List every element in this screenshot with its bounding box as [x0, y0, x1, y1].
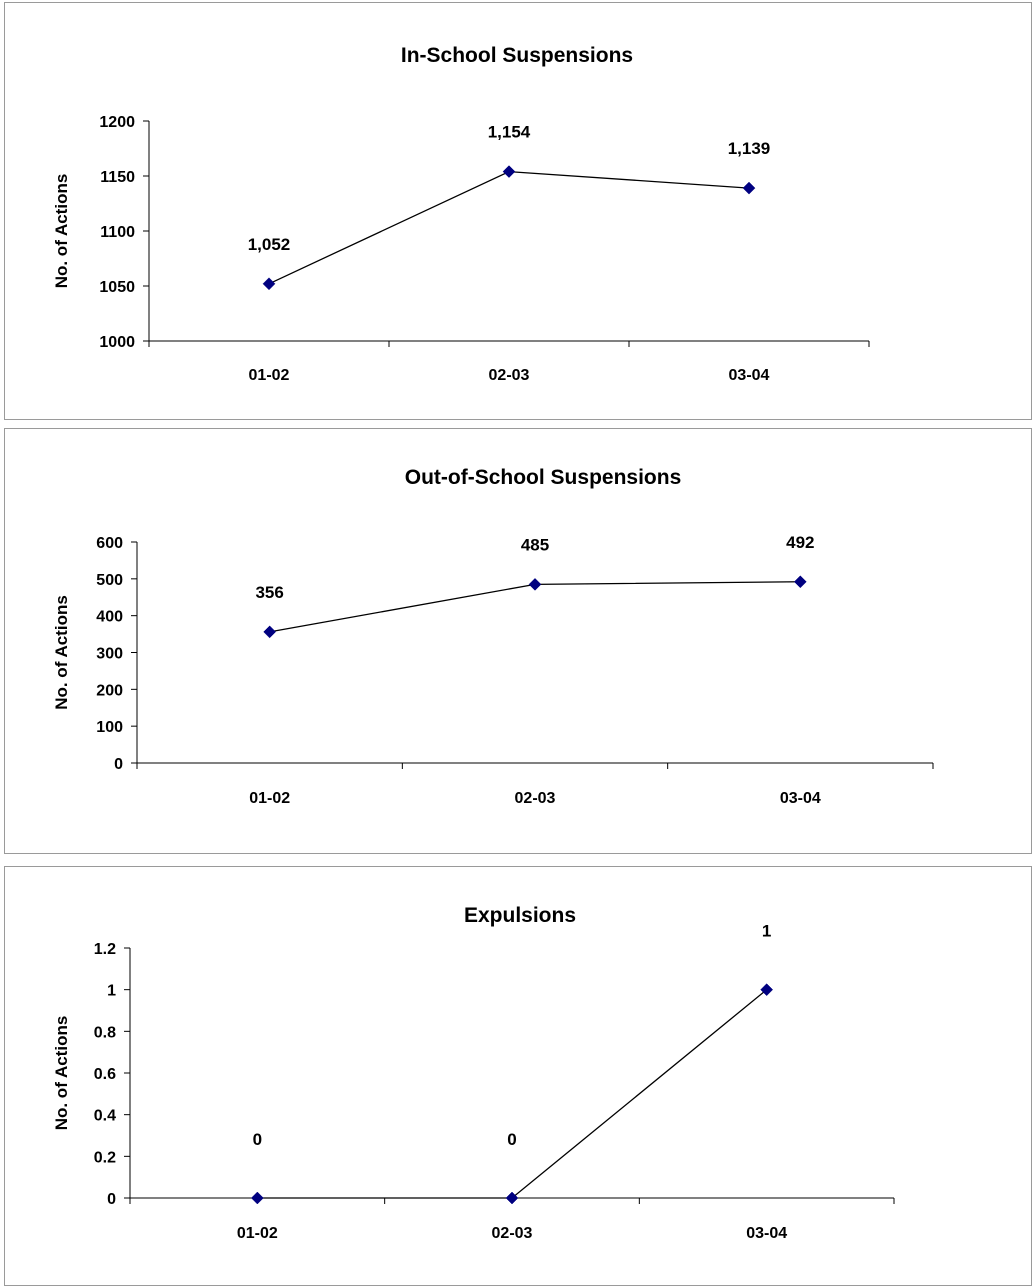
chart-title: Expulsions — [464, 904, 576, 927]
chart-out-of-school-suspensions: Out-of-School Suspensions No. of Actions 0… — [52, 466, 934, 807]
x-tick-label: 03-04 — [780, 790, 821, 807]
series-line — [268, 170, 750, 285]
y-tick-label: 1100 — [100, 224, 135, 241]
data-point-marker — [760, 983, 774, 997]
y-tick-label: 400 — [96, 609, 123, 626]
data-label: 1 — [762, 922, 771, 941]
x-tick-label: 03-04 — [729, 367, 770, 384]
y-tick-label: 200 — [96, 682, 123, 699]
x-tick-label: 02-03 — [492, 1225, 533, 1242]
y-tick-label: 1150 — [100, 169, 135, 186]
y-tick-label: 0.8 — [94, 1024, 116, 1041]
data-point-marker — [263, 625, 277, 639]
series-line — [257, 989, 768, 1199]
x-tick-label: 01-02 — [237, 1225, 278, 1242]
y-tick-label: 100 — [96, 719, 123, 736]
y-tick-label: 0.4 — [94, 1108, 116, 1125]
data-point-marker — [262, 277, 276, 291]
data-label: 492 — [786, 533, 814, 552]
data-label: 356 — [255, 583, 283, 602]
data-label: 1,154 — [488, 123, 531, 142]
data-label: 0 — [507, 1130, 516, 1149]
y-axis-label: No. of Actions — [52, 1016, 71, 1131]
y-axis-label: No. of Actions — [52, 595, 71, 710]
data-point-marker — [502, 165, 516, 178]
y-tick-label: 1000 — [99, 334, 135, 351]
x-tick-label: 01-02 — [249, 367, 290, 384]
x-tick-label: 03-04 — [746, 1225, 787, 1242]
y-tick-label: 1 — [107, 983, 116, 1000]
y-tick-label: 1200 — [99, 114, 135, 131]
chart-title: In-School Suspensions — [401, 44, 633, 67]
data-label: 1,139 — [728, 139, 771, 158]
chart-panel-in-school: In-School Suspensions No. of Actions 1000 1… — [4, 2, 1032, 420]
y-tick-label: 0.6 — [94, 1066, 116, 1083]
y-tick-label: 0.2 — [94, 1149, 116, 1166]
x-tick-label: 02-03 — [515, 790, 556, 807]
data-label: 485 — [521, 535, 549, 554]
y-tick-label: 600 — [96, 535, 123, 552]
data-point-marker — [250, 1191, 264, 1205]
chart-expulsions: Expulsions No. of Actions 0 0.2 0.4 0.6 0.8 1 1.… — [52, 904, 895, 1242]
chart-title: Out-of-School Suspensions — [405, 466, 682, 489]
x-tick-label: 01-02 — [249, 790, 290, 807]
y-tick-label: 0 — [107, 1191, 116, 1208]
y-tick-label: 300 — [96, 646, 123, 663]
chart-panel-expulsions: Expulsions No. of Actions 0 0.2 0.4 0.6 0.8 1 1.… — [4, 866, 1032, 1286]
x-tick-label: 02-03 — [489, 367, 530, 384]
chart-panel-out-of-school: Out-of-School Suspensions No. of Actions 0… — [4, 428, 1032, 854]
data-label: 1,052 — [248, 235, 291, 254]
y-axis-label: No. of Actions — [52, 174, 71, 289]
y-tick-label: 1.2 — [94, 941, 116, 958]
y-tick-label: 500 — [96, 572, 123, 589]
y-tick-label: 1050 — [99, 279, 135, 296]
y-tick-label: 0 — [114, 756, 123, 773]
data-point-marker — [528, 578, 542, 591]
chart-in-school-suspensions: In-School Suspensions No. of Actions 1000 1… — [52, 44, 870, 384]
data-label: 0 — [253, 1130, 262, 1149]
data-point-marker — [793, 575, 807, 589]
data-point-marker — [742, 181, 756, 195]
data-point-marker — [505, 1191, 519, 1205]
